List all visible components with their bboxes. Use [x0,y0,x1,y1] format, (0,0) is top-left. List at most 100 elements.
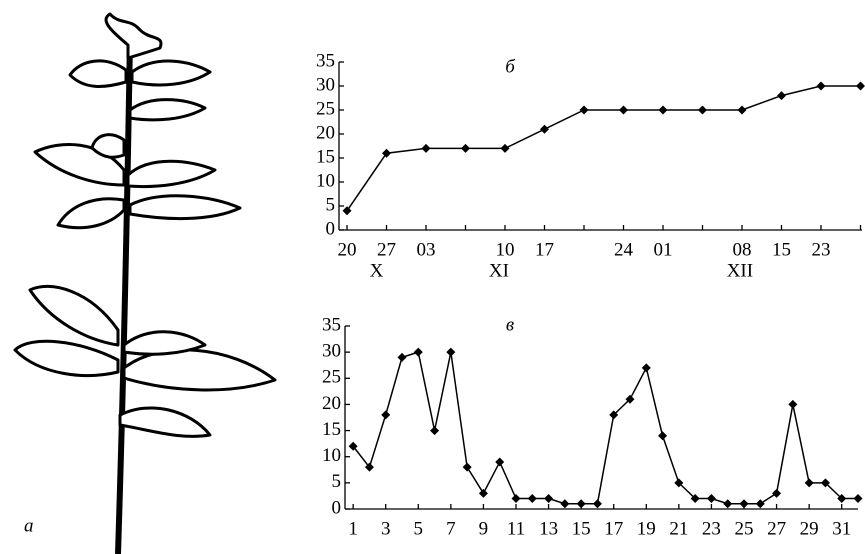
x-tick-label: 19 [637,518,656,539]
x-tick-label: 20 [338,239,357,260]
data-point [397,352,407,362]
y-tick-label: 15 [316,146,335,167]
data-point [381,410,391,420]
x-tick-label: 27 [767,518,786,539]
chart-title: в [506,314,514,335]
x-tick-label: 11 [507,518,525,539]
y-tick-label: 25 [316,98,335,119]
data-point [690,494,700,504]
plant-drawing: а [13,12,277,554]
y-tick-label: 10 [316,170,335,191]
y-tick-label: 35 [316,50,335,71]
x-tick-label: 03 [417,239,436,260]
data-point [816,81,826,91]
y-tick-label: 25 [322,367,341,388]
x-tick-label: 24 [614,239,634,260]
x-tick-label: 7 [446,518,456,539]
data-point [576,499,586,509]
data-point [342,206,352,216]
data-point [544,494,554,504]
x-tick-label: 23 [702,518,721,539]
chart: б 0 5 10 15 20 25 30 35 20 27 03 10 17 24 01 08 15 23 X XI XI… [316,50,865,281]
data-point [495,457,505,467]
x-tick-label: 27 [377,239,396,260]
x-tick-label: 08 [733,239,752,260]
x-tick-label: 17 [535,239,554,260]
data-line [346,85,861,212]
data-point [706,494,716,504]
x-tick-label: 21 [669,518,688,539]
data-point [348,441,358,451]
data-point [500,143,510,153]
data-point [461,143,470,153]
x-tick-label: 31 [832,518,851,539]
data-point [853,494,863,504]
x-tick-label: 1 [348,518,358,539]
x-tick-label: 15 [772,239,791,260]
y-tick-label: 30 [322,341,341,362]
data-point [772,488,782,498]
data-point [739,499,749,509]
data-point [625,394,635,404]
data-point [511,494,521,504]
x-tick-label: 17 [604,518,623,539]
data-point [364,462,374,472]
y-tick-label: 0 [326,218,336,239]
data-point [658,105,668,115]
data-point [527,494,537,504]
x-tick-label: 25 [735,518,754,539]
data-point [462,462,472,472]
data-point [560,499,570,509]
x-tick-label: 13 [539,518,558,539]
data-point [540,124,549,134]
data-point [609,410,619,420]
x-tick-label: 5 [414,518,424,539]
y-tick-label: 15 [322,419,341,440]
data-point [723,499,733,509]
data-point [820,478,830,488]
data-point [619,105,628,115]
data-point [478,488,488,498]
data-point [382,148,391,158]
data-point [413,347,423,357]
data-point [446,347,456,357]
data-point [837,494,847,504]
data-point [856,81,865,91]
data-point [430,426,440,436]
data-point [804,478,814,488]
panel-label: а [24,515,34,536]
x-group-label: XI [489,260,509,281]
y-tick-label: 5 [332,471,342,492]
y-tick-label: 0 [332,497,342,518]
data-point [755,499,765,509]
data-point [777,91,786,101]
y-tick-label: 20 [322,393,341,414]
data-point [674,478,684,488]
data-point [788,399,798,409]
y-tick-label: 35 [322,314,341,335]
x-group-label: X [370,260,384,281]
y-tick-label: 10 [322,445,341,466]
x-tick-label: 3 [381,518,391,539]
x-tick-label: 10 [496,239,515,260]
data-point [641,363,651,373]
y-tick-label: 30 [316,74,335,95]
x-tick-label: 15 [572,518,591,539]
data-point [737,105,747,115]
data-point [698,105,707,115]
data-line [352,351,858,505]
chart-title: б [505,56,516,77]
y-tick-label: 5 [326,194,336,215]
data-point [421,143,431,153]
data-point [658,431,668,441]
x-tick-label: 29 [800,518,819,539]
x-tick-label: 01 [654,239,673,260]
data-point [592,499,602,509]
x-group-label: XII [727,260,753,281]
data-point [579,105,589,115]
x-tick-label: 9 [479,518,489,539]
y-tick-label: 20 [316,122,335,143]
x-tick-label: 23 [812,239,831,260]
